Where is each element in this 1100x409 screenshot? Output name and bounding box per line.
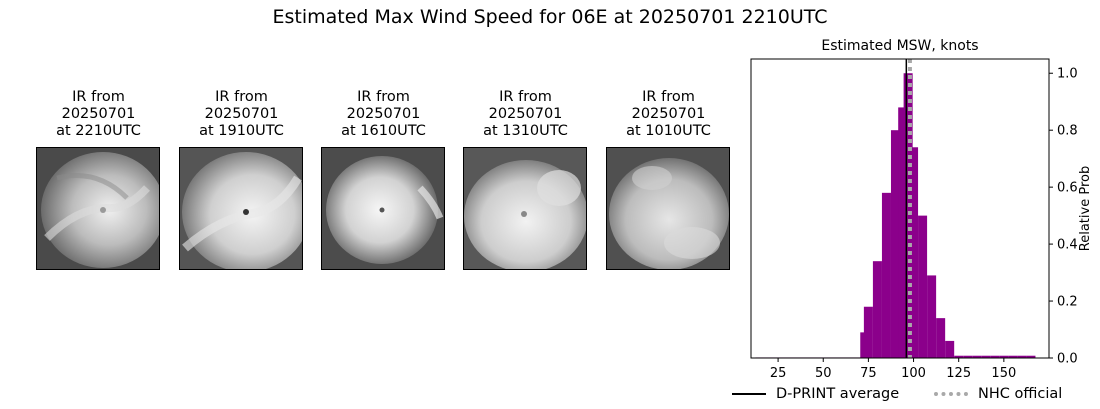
- histogram-bar: [898, 107, 908, 359]
- legend-entry-nhc: NHC official: [934, 386, 1062, 402]
- x-tick-label: 25: [770, 366, 787, 381]
- ir-satellite-image: [321, 147, 445, 270]
- histogram-bar: [936, 318, 946, 358]
- y-tick-label: 0.2: [1057, 295, 1078, 310]
- histogram-bar: [981, 355, 991, 358]
- y-tick-label: 0.4: [1057, 238, 1078, 253]
- y-tick-label: 1.0: [1057, 67, 1078, 82]
- legend-swatch-dotted: [934, 392, 968, 396]
- ir-panel-title: IR from 20250701 at 1610UTC: [341, 89, 426, 139]
- histogram-bar: [990, 355, 1000, 358]
- ir-satellite-image: [36, 147, 160, 270]
- x-tick-label: 50: [815, 366, 832, 381]
- histogram-bar: [863, 306, 873, 358]
- x-tick-label: 100: [901, 366, 926, 381]
- ir-satellite-image: [179, 147, 303, 270]
- histogram-bar: [945, 340, 955, 358]
- histogram-bar: [954, 355, 964, 358]
- x-tick-label: 125: [946, 366, 971, 381]
- ir-panel-title: IR from 20250701 at 1910UTC: [199, 89, 284, 139]
- ir-panel-title: IR from 20250701 at 1310UTC: [483, 89, 568, 139]
- histogram-bar: [890, 130, 900, 358]
- y-tick-label: 0.6: [1057, 181, 1078, 196]
- histogram-bar: [1017, 355, 1027, 358]
- histogram-bar: [972, 355, 982, 358]
- y-axis-label: Relative Prob: [1078, 166, 1093, 251]
- histogram-bar: [909, 147, 919, 358]
- histogram-bar: [872, 261, 882, 358]
- ir-panel-title: IR from 20250701 at 2210UTC: [56, 89, 141, 139]
- ir-satellite-image: [606, 147, 730, 270]
- x-tick-label: 150: [991, 366, 1016, 381]
- legend-swatch-solid: [732, 393, 766, 395]
- x-tick-label: 75: [860, 366, 877, 381]
- legend: D-PRINT average NHC official: [728, 384, 1098, 408]
- histogram-bar: [918, 215, 928, 358]
- histogram-bar: [1026, 355, 1036, 358]
- histogram-bar: [881, 192, 891, 358]
- axes-frame: [750, 58, 1050, 359]
- histogram-bar: [927, 275, 937, 358]
- y-tick-label: 0.0: [1057, 352, 1078, 367]
- legend-label: NHC official: [978, 386, 1063, 402]
- histogram-bar: [903, 73, 913, 358]
- histogram-bar: [1008, 355, 1018, 358]
- chart-title: Estimated MSW, knots: [821, 38, 978, 54]
- y-tick-label: 0.8: [1057, 124, 1078, 139]
- histogram-bar: [999, 355, 1009, 358]
- figure-title: Estimated Max Wind Speed for 06E at 2025…: [272, 6, 828, 28]
- histogram-bar: [963, 355, 973, 358]
- legend-label: D-PRINT average: [776, 386, 900, 402]
- ir-satellite-image: [463, 147, 587, 270]
- legend-entry-dprint: D-PRINT average: [732, 386, 899, 402]
- ir-panel-title: IR from 20250701 at 1010UTC: [626, 89, 711, 139]
